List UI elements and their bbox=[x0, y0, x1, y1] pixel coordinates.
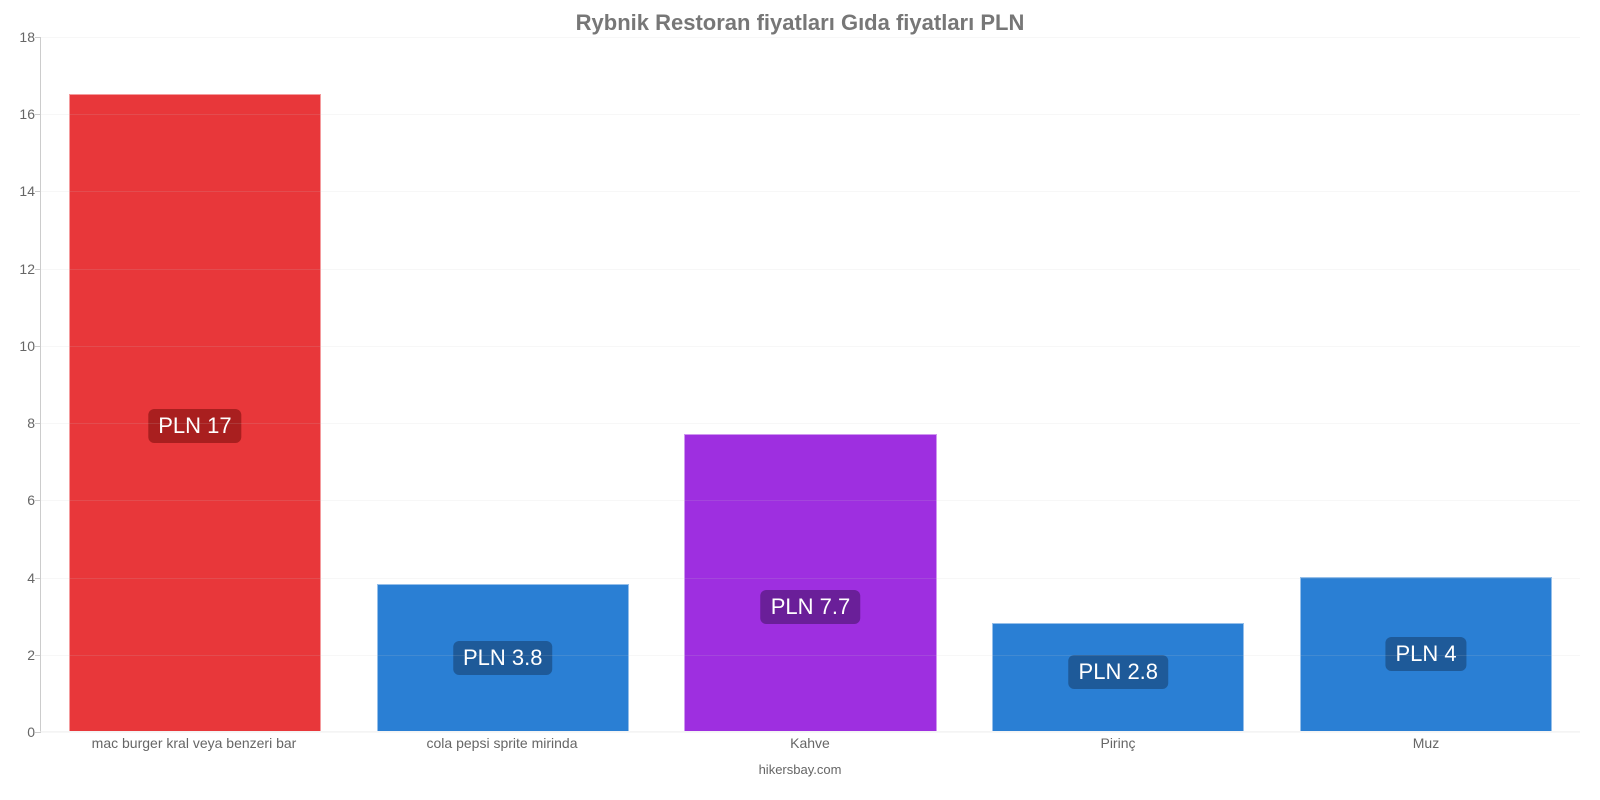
bar: PLN 2.8 bbox=[992, 623, 1244, 731]
chart-footer: hikersbay.com bbox=[0, 762, 1600, 777]
y-tick-mark bbox=[35, 346, 41, 347]
chart-title: Rybnik Restoran fiyatları Gıda fiyatları… bbox=[0, 0, 1600, 36]
grid-line bbox=[41, 655, 1580, 656]
bars-container: PLN 17 PLN 3.8 PLN 7.7 PLN 2.8 PLN 4 bbox=[41, 37, 1580, 731]
grid-line bbox=[41, 114, 1580, 115]
y-tick-mark bbox=[35, 732, 41, 733]
y-tick-mark bbox=[35, 191, 41, 192]
grid-line bbox=[41, 500, 1580, 501]
y-tick-mark bbox=[35, 114, 41, 115]
y-tick-mark bbox=[35, 655, 41, 656]
y-tick-mark bbox=[35, 578, 41, 579]
value-badge: PLN 3.8 bbox=[453, 641, 553, 675]
bar-slot: PLN 4 bbox=[1272, 37, 1580, 731]
y-tick-mark bbox=[35, 500, 41, 501]
bar: PLN 3.8 bbox=[377, 584, 629, 731]
bar-slot: PLN 17 bbox=[41, 37, 349, 731]
grid-line bbox=[41, 346, 1580, 347]
grid-line bbox=[41, 732, 1580, 733]
y-tick-mark bbox=[35, 37, 41, 38]
grid-line bbox=[41, 578, 1580, 579]
x-axis-label: Kahve bbox=[656, 735, 964, 751]
value-badge: PLN 2.8 bbox=[1069, 655, 1169, 689]
y-tick-label: 18 bbox=[19, 29, 35, 45]
x-axis-label: Pirinç bbox=[964, 735, 1272, 751]
y-tick-label: 8 bbox=[27, 415, 35, 431]
bar: PLN 7.7 bbox=[684, 434, 936, 731]
bar-slot: PLN 7.7 bbox=[657, 37, 965, 731]
plot-area: PLN 17PLN 3.8PLN 7.7PLN 2.8PLN 4 0246810… bbox=[40, 37, 1580, 732]
y-tick-label: 16 bbox=[19, 106, 35, 122]
y-tick-label: 0 bbox=[27, 724, 35, 740]
grid-line bbox=[41, 37, 1580, 38]
value-badge: PLN 7.7 bbox=[761, 590, 861, 624]
grid-line bbox=[41, 269, 1580, 270]
x-axis-label: Muz bbox=[1272, 735, 1580, 751]
bar-slot: PLN 3.8 bbox=[349, 37, 657, 731]
x-axis-label: mac burger kral veya benzeri bar bbox=[40, 735, 348, 751]
x-axis-labels: mac burger kral veya benzeri barcola pep… bbox=[40, 735, 1580, 751]
y-tick-label: 4 bbox=[27, 570, 35, 586]
y-tick-label: 12 bbox=[19, 261, 35, 277]
grid-line bbox=[41, 423, 1580, 424]
grid-line bbox=[41, 191, 1580, 192]
y-tick-label: 2 bbox=[27, 647, 35, 663]
y-tick-label: 6 bbox=[27, 492, 35, 508]
y-tick-label: 10 bbox=[19, 338, 35, 354]
y-tick-mark bbox=[35, 423, 41, 424]
y-tick-mark bbox=[35, 269, 41, 270]
bar: PLN 17 bbox=[69, 94, 321, 731]
value-badge: PLN 17 bbox=[148, 409, 241, 443]
x-axis-label: cola pepsi sprite mirinda bbox=[348, 735, 656, 751]
bar-slot: PLN 2.8 bbox=[964, 37, 1272, 731]
y-tick-label: 14 bbox=[19, 183, 35, 199]
